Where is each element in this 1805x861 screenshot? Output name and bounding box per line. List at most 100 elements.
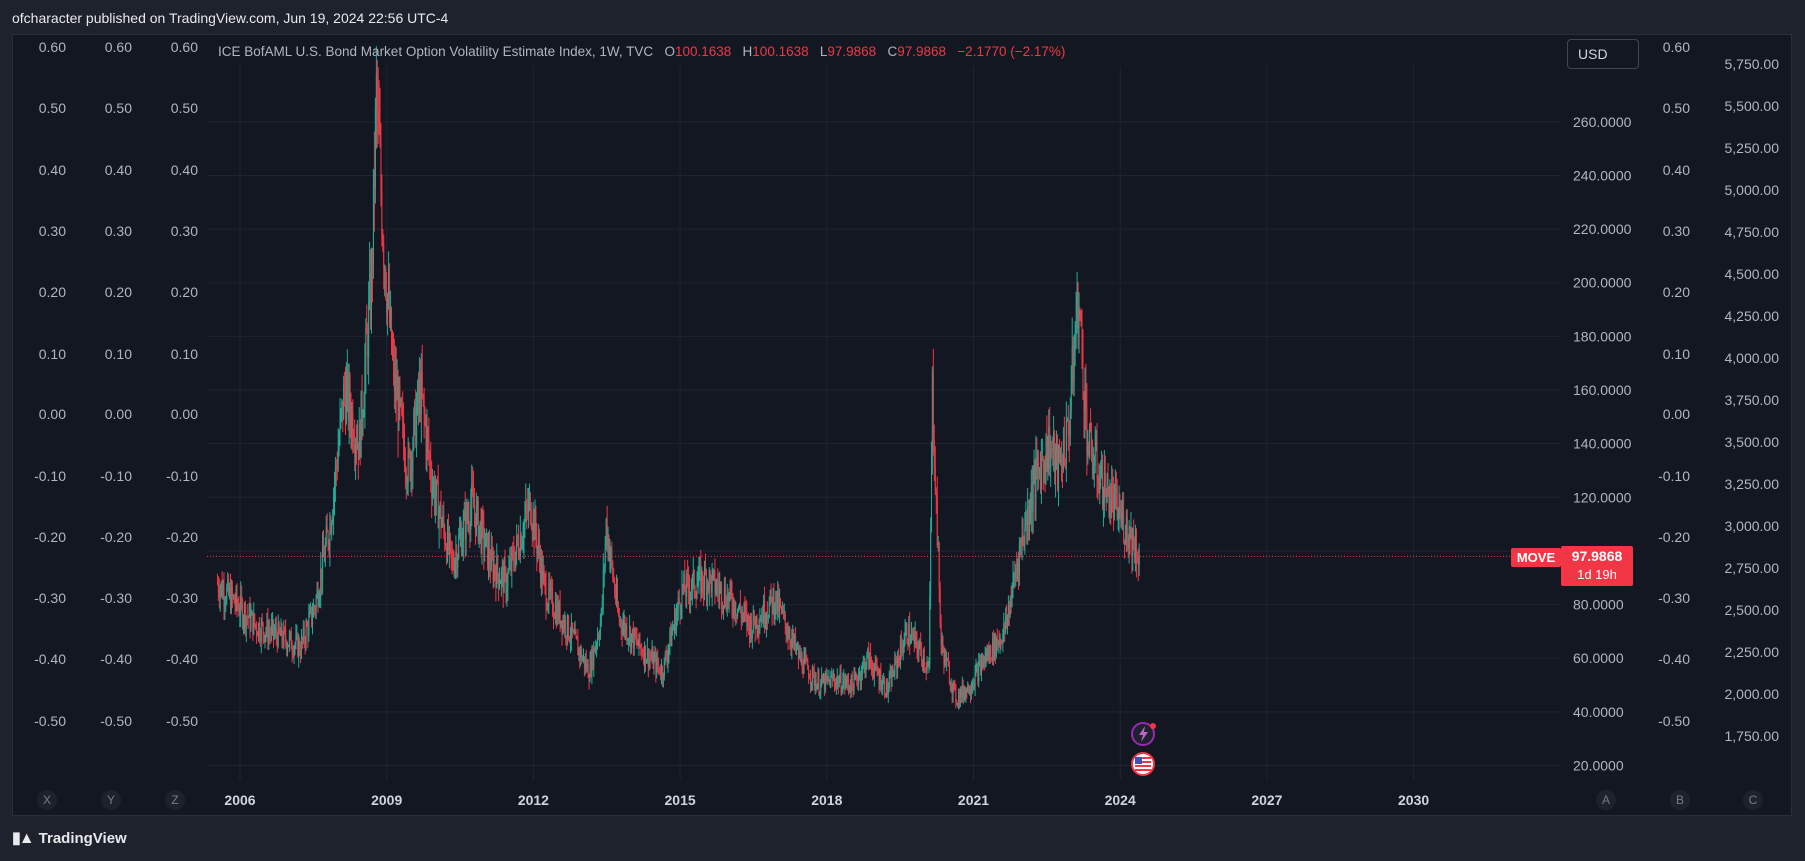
candle <box>1030 469 1032 532</box>
candle <box>792 624 794 649</box>
far-right-axis-label: 5,000.00 <box>1725 182 1780 198</box>
candle <box>1050 435 1052 488</box>
candle <box>482 505 484 539</box>
candle-body <box>598 636 600 638</box>
candle <box>376 59 378 148</box>
candle-body <box>515 551 517 568</box>
candle-body <box>286 641 288 651</box>
countdown-value: 1d 19h <box>1577 567 1617 582</box>
candle-body <box>419 380 421 415</box>
candle <box>1136 551 1138 564</box>
candle <box>958 688 960 709</box>
candle <box>312 598 314 618</box>
candle-body <box>524 517 526 524</box>
candle <box>1135 524 1137 572</box>
candle-body <box>487 533 489 568</box>
candle <box>407 437 409 497</box>
candle-body <box>810 681 812 683</box>
candle-body <box>731 593 733 608</box>
candle-body <box>418 380 420 402</box>
candle <box>936 476 938 549</box>
candle <box>299 636 301 657</box>
candle <box>1135 528 1137 578</box>
currency-button[interactable]: USD <box>1567 39 1639 69</box>
candle-body <box>460 532 462 554</box>
candle <box>830 671 832 689</box>
candle <box>871 656 873 676</box>
candle <box>1134 536 1136 564</box>
candle-body <box>320 568 322 594</box>
candle-body <box>455 552 457 562</box>
candle-body <box>334 465 336 485</box>
candle-body <box>661 667 663 679</box>
candle <box>574 620 576 635</box>
candle-body <box>409 451 411 478</box>
candle-body <box>748 614 750 623</box>
candle <box>1103 450 1105 518</box>
candle <box>658 657 660 675</box>
candle <box>803 646 805 675</box>
candle-body <box>558 602 560 620</box>
candle <box>546 597 548 611</box>
candle <box>816 683 818 691</box>
candle-body <box>627 639 629 641</box>
candle <box>528 483 530 512</box>
candle-body <box>624 620 626 634</box>
lightning-event-icon[interactable] <box>1131 722 1156 746</box>
candle <box>1056 430 1058 470</box>
candle <box>238 596 240 617</box>
candle-body <box>337 450 339 470</box>
candle-body <box>565 619 567 636</box>
candle <box>744 596 746 623</box>
candle-body <box>975 667 977 672</box>
candle <box>756 614 758 640</box>
candle-body <box>672 629 674 633</box>
candle <box>497 554 499 585</box>
candle-body <box>601 601 603 610</box>
candle <box>1018 537 1020 586</box>
candle-body <box>833 677 835 680</box>
candle <box>278 620 280 634</box>
candle-body <box>641 648 643 655</box>
candle <box>1111 465 1113 519</box>
candle <box>1049 406 1051 477</box>
candle-body <box>916 637 918 649</box>
left-axis-label: 0.30 <box>39 223 66 239</box>
candle-body <box>691 576 693 591</box>
candle-body <box>1107 475 1109 487</box>
candle <box>462 509 464 562</box>
candle <box>1065 401 1067 483</box>
candle-body <box>684 574 686 592</box>
candle <box>1007 595 1009 626</box>
candle-body <box>681 584 683 610</box>
candle <box>1097 475 1099 501</box>
candle-body <box>437 482 439 529</box>
us-flag-icon[interactable] <box>1131 752 1155 776</box>
candle <box>595 639 597 655</box>
candle <box>250 603 252 632</box>
chart-panel[interactable] <box>12 34 1792 816</box>
candle-body <box>460 532 462 536</box>
candle-body <box>602 569 604 602</box>
candle-body <box>675 614 677 632</box>
candle <box>908 615 910 647</box>
candle <box>1054 430 1056 485</box>
candle <box>337 428 339 473</box>
candle-body <box>263 632 265 641</box>
candle-body <box>764 623 766 625</box>
candle <box>842 672 844 694</box>
candle <box>773 583 775 625</box>
candle <box>733 597 735 620</box>
candle <box>302 620 304 645</box>
brand[interactable]: ▮▲ TradingView <box>12 828 127 848</box>
candle <box>727 588 729 610</box>
candle <box>260 617 262 654</box>
candle-body <box>784 612 786 624</box>
candle <box>1031 465 1033 535</box>
candle-body <box>810 679 812 683</box>
candle-body <box>630 633 632 647</box>
candle <box>360 390 362 459</box>
candle-body <box>711 573 713 593</box>
candle <box>973 679 975 691</box>
